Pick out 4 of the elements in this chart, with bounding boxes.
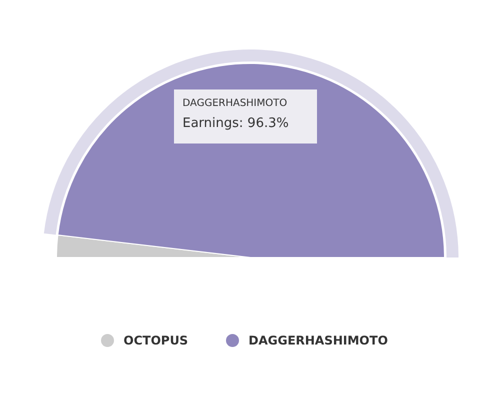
text: Earnings: 96.3% xyxy=(182,116,289,131)
text: DAGGERHASHIMOTO xyxy=(182,98,288,109)
legend-label: DAGGERHASHIMOTO xyxy=(248,334,388,348)
legend-label: OCTOPUS xyxy=(124,334,188,348)
